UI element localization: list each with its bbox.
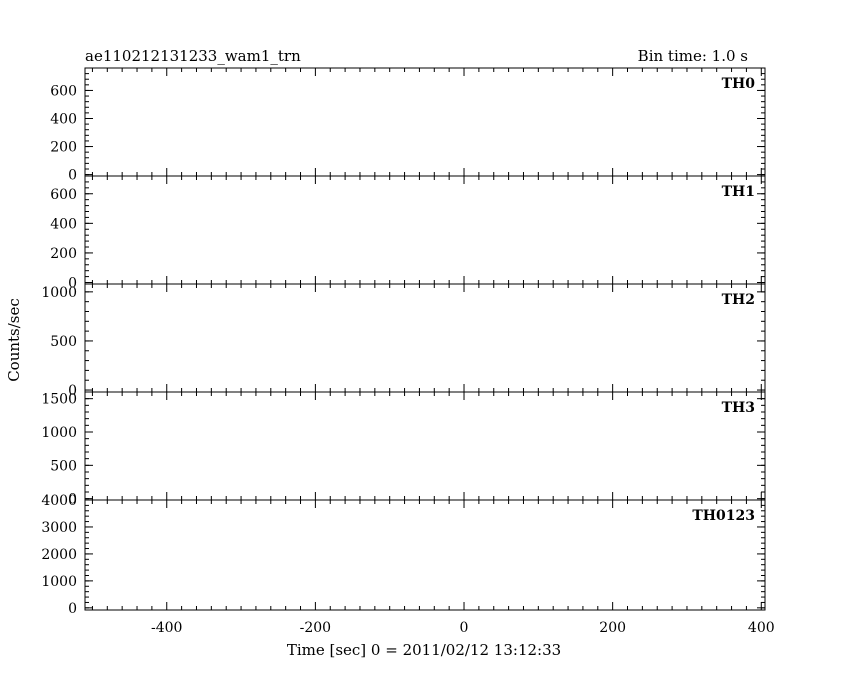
- y-tick-label-th0123: 2000: [41, 547, 77, 563]
- x-tick-label: 400: [748, 620, 775, 636]
- panel-frame-th3: [84, 391, 766, 501]
- panel-label-th0123: TH0123: [692, 508, 755, 524]
- y-tick-label-th3: 1000: [41, 425, 77, 441]
- x-axis-label: Time [sec] 0 = 2011/02/12 13:12:33: [287, 641, 561, 659]
- y-tick-label-th2: 0: [68, 383, 77, 399]
- bin-time-label: Bin time: 1.0 s: [638, 47, 748, 65]
- x-tick-label: 200: [599, 620, 626, 636]
- panel-label-th2: TH2: [722, 292, 755, 308]
- y-tick-label-th0123: 4000: [41, 493, 77, 509]
- y-tick-label-th1: 0: [68, 276, 77, 292]
- y-tick-label-th0123: 3000: [41, 520, 77, 536]
- x-tick-label: 0: [460, 620, 469, 636]
- panel-frame-th0: [84, 67, 766, 177]
- y-tick-label-th3: 0: [68, 492, 77, 508]
- panel-frame-th2: [84, 283, 766, 393]
- panel-label-th0: TH0: [722, 76, 756, 92]
- chart-title: ae110212131233_wam1_trn: [85, 47, 301, 65]
- y-tick-label-th0: 200: [50, 140, 77, 156]
- panel-frame-th1: [84, 175, 766, 285]
- x-tick-label: -400: [151, 620, 182, 636]
- y-tick-label-th3: 500: [50, 458, 77, 474]
- y-tick-label-th0: 0: [68, 168, 77, 184]
- y-tick-label-th1: 200: [50, 246, 77, 262]
- panel-label-th1: TH1: [722, 184, 755, 200]
- x-tick-label: -200: [300, 620, 331, 636]
- y-tick-label-th1: 400: [50, 216, 77, 232]
- panel-label-th3: TH3: [722, 400, 755, 416]
- y-tick-label-th2: 1000: [41, 285, 77, 301]
- y-tick-label-th0123: 0: [68, 601, 77, 617]
- y-tick-label-th0123: 1000: [41, 574, 77, 590]
- panel-frame-th0123: [84, 499, 766, 611]
- y-tick-label-th0: 400: [50, 111, 77, 127]
- y-axis-label: Counts/sec: [5, 298, 23, 382]
- y-tick-label-th0: 600: [50, 83, 77, 99]
- y-tick-label-th3: 1500: [41, 392, 77, 408]
- y-tick-label-th1: 600: [50, 187, 77, 203]
- y-tick-label-th2: 500: [50, 334, 77, 350]
